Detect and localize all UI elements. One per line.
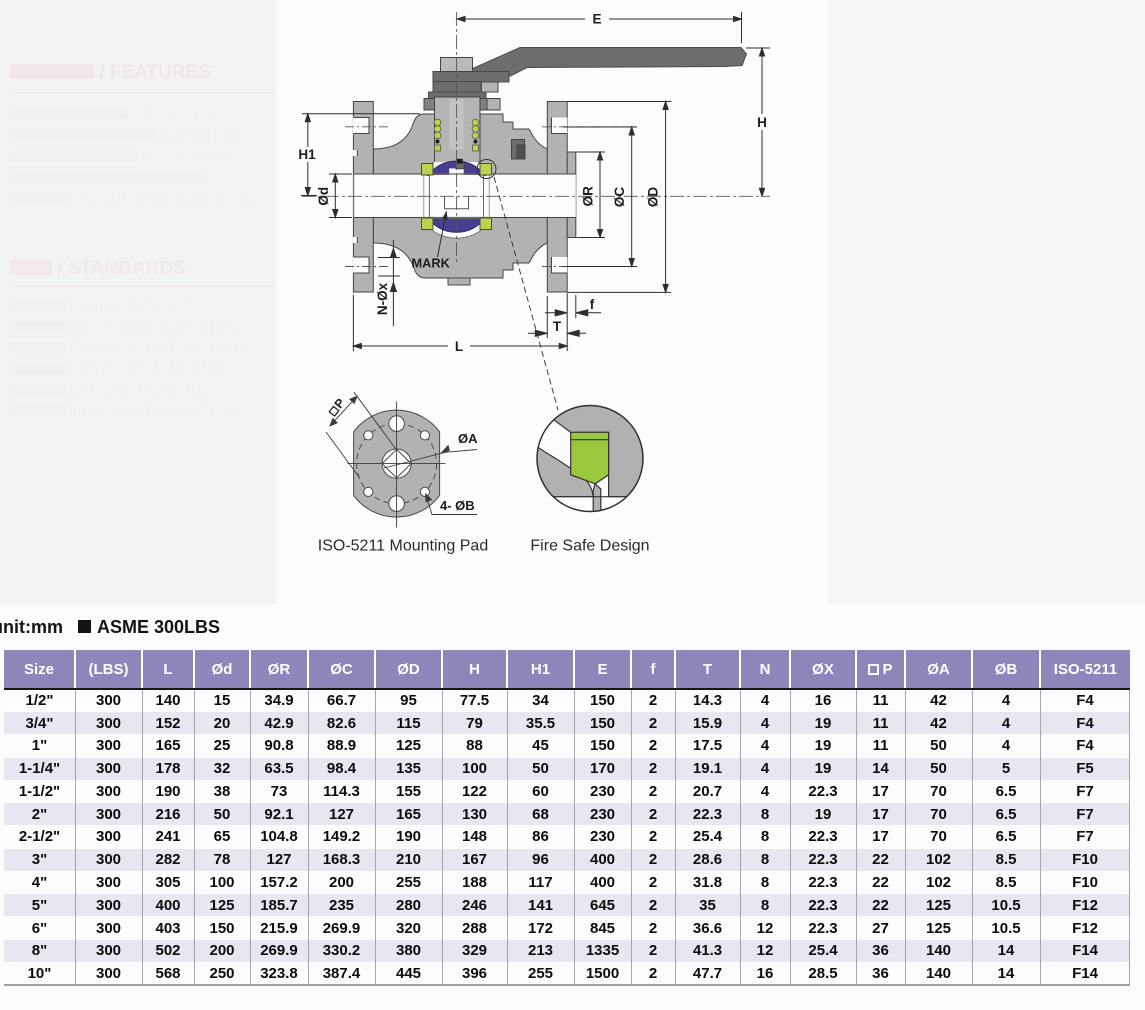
svg-text:H1: H1 xyxy=(298,147,316,162)
svg-text:E: E xyxy=(592,12,601,27)
svg-text:Ød: Ød xyxy=(316,187,331,206)
svg-text:ØC: ØC xyxy=(612,187,627,208)
svg-text:f: f xyxy=(590,297,595,312)
svg-text:N-Øx: N-Øx xyxy=(375,282,390,315)
svg-text:Fire Safe Design: Fire Safe Design xyxy=(530,538,649,555)
svg-text:ØR: ØR xyxy=(581,186,596,207)
svg-text:T: T xyxy=(553,319,562,334)
svg-text:ISO-5211 Mounting Pad: ISO-5211 Mounting Pad xyxy=(318,538,488,555)
svg-text:4- ØB: 4- ØB xyxy=(440,498,475,513)
svg-text:H: H xyxy=(757,115,767,130)
svg-text:MARK: MARK xyxy=(412,256,451,271)
svg-text:ØD: ØD xyxy=(646,187,661,208)
svg-text:L: L xyxy=(455,339,463,354)
svg-text:ØA: ØA xyxy=(458,431,478,446)
